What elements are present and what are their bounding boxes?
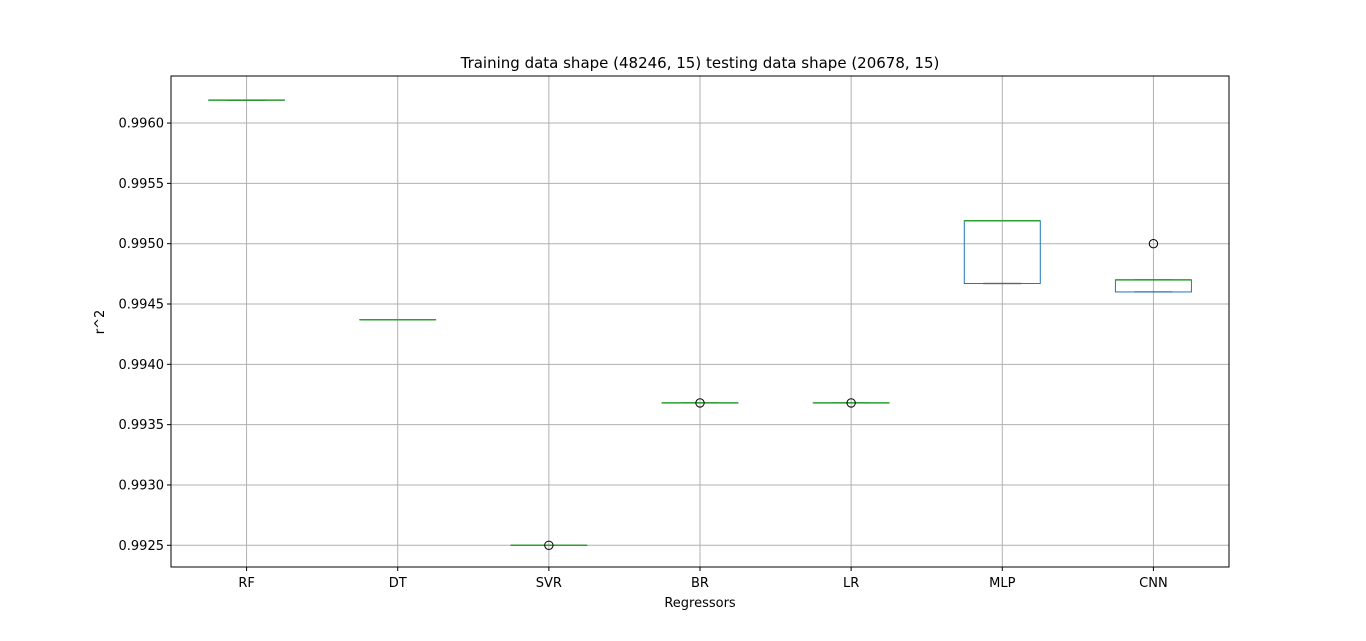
x-tick-label-br: BR (691, 576, 709, 591)
x-tick-label-cnn: CNN (1139, 576, 1168, 591)
y-axis-label: r^2 (93, 310, 108, 335)
y-tick-label: 0.9925 (119, 539, 165, 554)
y-tick-label: 0.9940 (119, 358, 165, 373)
y-tick-label: 0.9950 (119, 237, 165, 252)
x-tick-label-mlp: MLP (989, 576, 1015, 591)
x-axis-label: Regressors (664, 596, 736, 611)
y-tick-label: 0.9955 (119, 177, 165, 192)
x-tick-label-lr: LR (843, 576, 859, 591)
y-tick-label: 0.9945 (119, 298, 165, 313)
x-tick-label-svr: SVR (536, 576, 562, 591)
y-tick-label: 0.9935 (119, 418, 165, 433)
x-tick-label-dt: DT (389, 576, 407, 591)
x-tick-label-rf: RF (238, 576, 255, 591)
chart-title: Training data shape (48246, 15) testing … (460, 54, 940, 72)
y-tick-label: 0.9930 (119, 478, 165, 493)
y-tick-label: 0.9960 (119, 117, 165, 132)
